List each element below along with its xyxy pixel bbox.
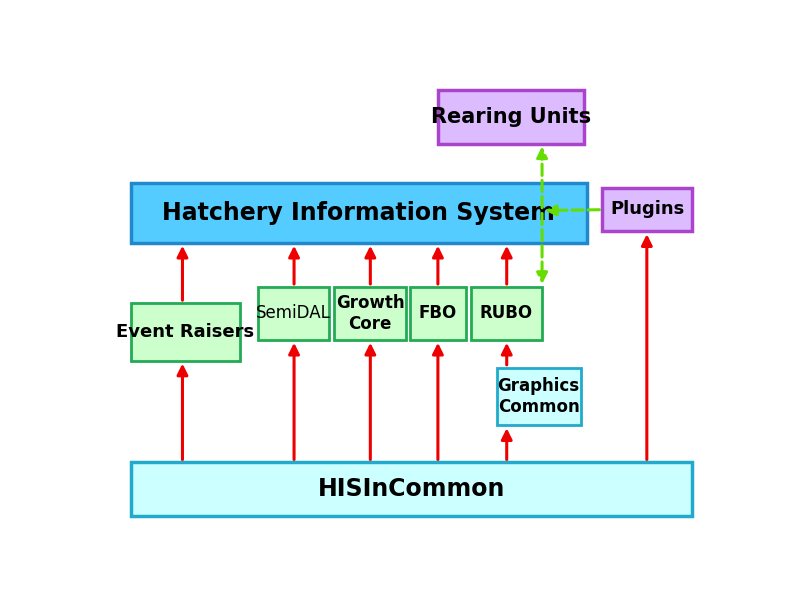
Text: Hatchery Information System: Hatchery Information System bbox=[162, 201, 555, 225]
FancyBboxPatch shape bbox=[131, 463, 692, 515]
FancyBboxPatch shape bbox=[131, 183, 586, 243]
Text: Event Raisers: Event Raisers bbox=[116, 323, 254, 341]
FancyBboxPatch shape bbox=[470, 287, 542, 340]
Text: RUBO: RUBO bbox=[480, 304, 533, 322]
FancyBboxPatch shape bbox=[334, 287, 406, 340]
FancyBboxPatch shape bbox=[438, 91, 584, 143]
Text: Growth
Core: Growth Core bbox=[336, 294, 404, 333]
Text: FBO: FBO bbox=[418, 304, 457, 322]
Text: HISInCommon: HISInCommon bbox=[318, 477, 506, 501]
Text: Rearing Units: Rearing Units bbox=[430, 107, 591, 127]
Text: SemiDAL: SemiDAL bbox=[256, 304, 331, 322]
FancyBboxPatch shape bbox=[497, 368, 581, 425]
FancyBboxPatch shape bbox=[602, 187, 692, 232]
FancyBboxPatch shape bbox=[131, 303, 239, 361]
FancyBboxPatch shape bbox=[410, 287, 466, 340]
Text: Graphics
Common: Graphics Common bbox=[498, 377, 580, 416]
FancyBboxPatch shape bbox=[258, 287, 330, 340]
Text: Plugins: Plugins bbox=[610, 200, 684, 218]
